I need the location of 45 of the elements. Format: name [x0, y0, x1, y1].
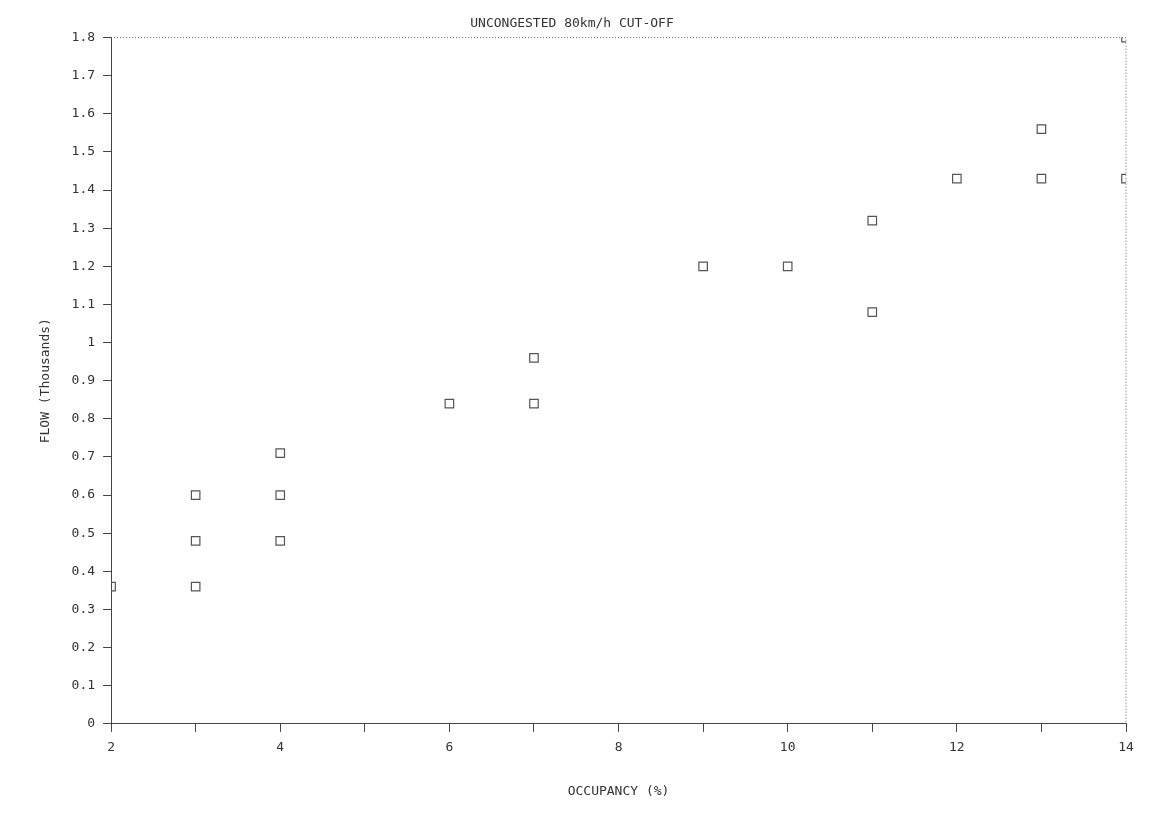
point [529, 352, 539, 363]
y-tick-label: 1.6 [71, 105, 96, 121]
point [698, 261, 708, 272]
point [867, 215, 878, 226]
y-tick-label: 0.5 [71, 524, 96, 540]
y-tick-label: 0.9 [71, 372, 96, 388]
chart-title: UNCONGESTED 80km/h CUT-OFF [470, 15, 674, 31]
y-tick-label: 0.1 [71, 677, 96, 693]
point [1036, 124, 1047, 134]
y-tick-label: 0.6 [71, 486, 96, 502]
point [190, 535, 201, 546]
y-tick-label: 1.8 [71, 28, 96, 44]
point [275, 490, 286, 500]
point [867, 307, 878, 317]
point [952, 173, 962, 184]
y-axis-title: FLOW (Thousands) [37, 318, 53, 444]
x-tick-label: 14 [1118, 738, 1134, 754]
y-tick-label: 1.4 [71, 181, 96, 197]
y-tick-label: 1.1 [71, 295, 96, 311]
y-tick-label: 0.7 [71, 448, 96, 464]
y-tick-label: 1.7 [71, 67, 96, 83]
point [529, 398, 539, 409]
point [782, 261, 793, 272]
y-tick-label: 0 [87, 715, 96, 731]
y-tick-label: 0.2 [71, 638, 96, 654]
x-tick-label: 8 [614, 738, 623, 754]
point [190, 581, 201, 592]
x-tick-label: 6 [445, 738, 454, 754]
point [190, 490, 201, 500]
y-tick-label: 1.5 [71, 143, 96, 159]
x-tick-label: 4 [276, 738, 285, 754]
point [1036, 173, 1047, 184]
y-tick-label: 0.3 [71, 600, 96, 616]
y-tick-label: 0.4 [71, 562, 96, 578]
y-tick-label: 1 [87, 333, 96, 349]
y-tick-label: 0.8 [71, 410, 96, 426]
point [275, 535, 286, 546]
x-tick-label: 2 [107, 738, 115, 754]
x-tick-label: 12 [949, 738, 965, 754]
y-tick-label: 1.2 [71, 257, 96, 273]
x-tick-label: 10 [779, 738, 796, 754]
y-tick-label: 1.3 [71, 219, 96, 235]
x-axis-title: OCCUPANCY (%) [567, 782, 670, 798]
point [275, 448, 286, 458]
point [444, 398, 455, 409]
